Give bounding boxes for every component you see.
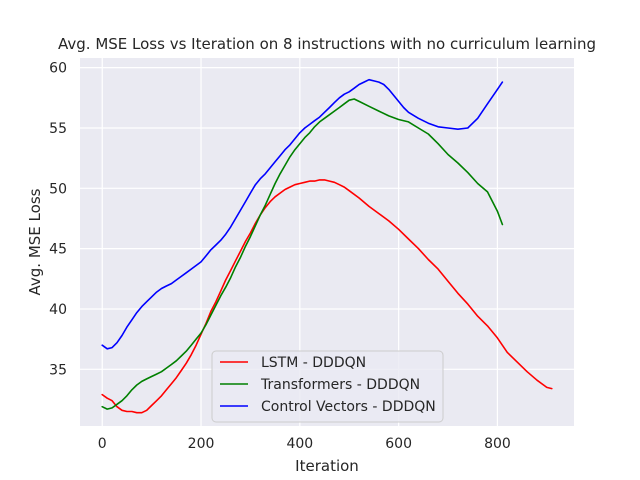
- y-tick-label: 60: [49, 61, 67, 77]
- y-axis-title: Avg. MSE Loss: [26, 188, 44, 295]
- x-tick-label: 600: [385, 436, 412, 452]
- legend-box: [211, 350, 444, 423]
- legend: LSTM - DDDQN Transformers - DDDQN Contro…: [211, 350, 444, 423]
- x-tick-labels: 0 200 400 600 800: [98, 436, 511, 452]
- x-tick-label: 800: [484, 436, 511, 452]
- series-line-lstm-dddqn: [101, 179, 553, 414]
- legend-label-control-vectors: Control Vectors - DDDQN: [261, 399, 436, 415]
- grid-lines: [80, 58, 574, 426]
- y-tick-label: 45: [49, 242, 67, 258]
- y-tick-labels: 35 40 45 50 55 60: [49, 61, 67, 379]
- legend-label-transformers: Transformers - DDDQN: [260, 377, 420, 393]
- y-tick-label: 55: [49, 121, 67, 137]
- series-line-control-vectors-dddqn: [101, 78, 504, 350]
- series-line-transformers-dddqn: [101, 98, 504, 410]
- chart-title: Avg. MSE Loss vs Iteration on 8 instruct…: [58, 35, 596, 53]
- series-lines: [101, 78, 553, 414]
- y-tick-label: 50: [49, 181, 67, 197]
- x-axis-title: Iteration: [295, 457, 359, 475]
- y-tick-label: 35: [49, 362, 67, 378]
- y-tick-label: 40: [49, 302, 67, 318]
- legend-label-lstm: LSTM - DDDQN: [261, 355, 366, 371]
- x-tick-label: 400: [286, 436, 313, 452]
- x-tick-label: 200: [188, 436, 215, 452]
- x-tick-label: 0: [98, 436, 107, 452]
